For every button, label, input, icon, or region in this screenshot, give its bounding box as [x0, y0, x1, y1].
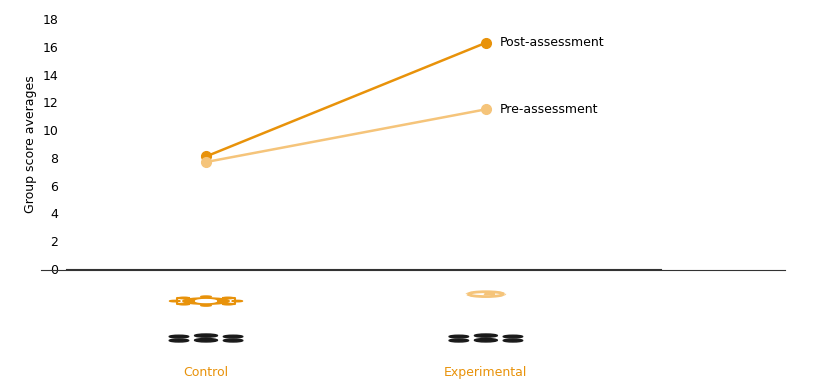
Circle shape	[449, 335, 468, 338]
Ellipse shape	[474, 338, 497, 342]
Ellipse shape	[223, 339, 243, 342]
Ellipse shape	[223, 303, 233, 305]
Circle shape	[183, 298, 229, 304]
Ellipse shape	[223, 297, 233, 299]
Ellipse shape	[169, 339, 188, 342]
Text: Control: Control	[183, 366, 229, 379]
Circle shape	[196, 300, 216, 303]
Y-axis label: Group score averages: Group score averages	[24, 75, 37, 213]
Circle shape	[474, 334, 497, 337]
Ellipse shape	[178, 303, 189, 305]
Circle shape	[503, 335, 523, 338]
Ellipse shape	[169, 300, 180, 302]
Ellipse shape	[201, 296, 211, 298]
Ellipse shape	[195, 338, 217, 342]
Text: Post-assessment: Post-assessment	[500, 36, 605, 49]
Circle shape	[223, 335, 243, 338]
Circle shape	[485, 294, 487, 295]
Ellipse shape	[232, 300, 243, 302]
Ellipse shape	[503, 339, 523, 342]
Text: Pre-assessment: Pre-assessment	[500, 103, 598, 116]
Ellipse shape	[178, 297, 189, 299]
Ellipse shape	[201, 305, 211, 306]
Ellipse shape	[449, 339, 468, 342]
Text: Experimental: Experimental	[444, 366, 528, 379]
Circle shape	[169, 335, 188, 338]
Circle shape	[195, 334, 217, 337]
